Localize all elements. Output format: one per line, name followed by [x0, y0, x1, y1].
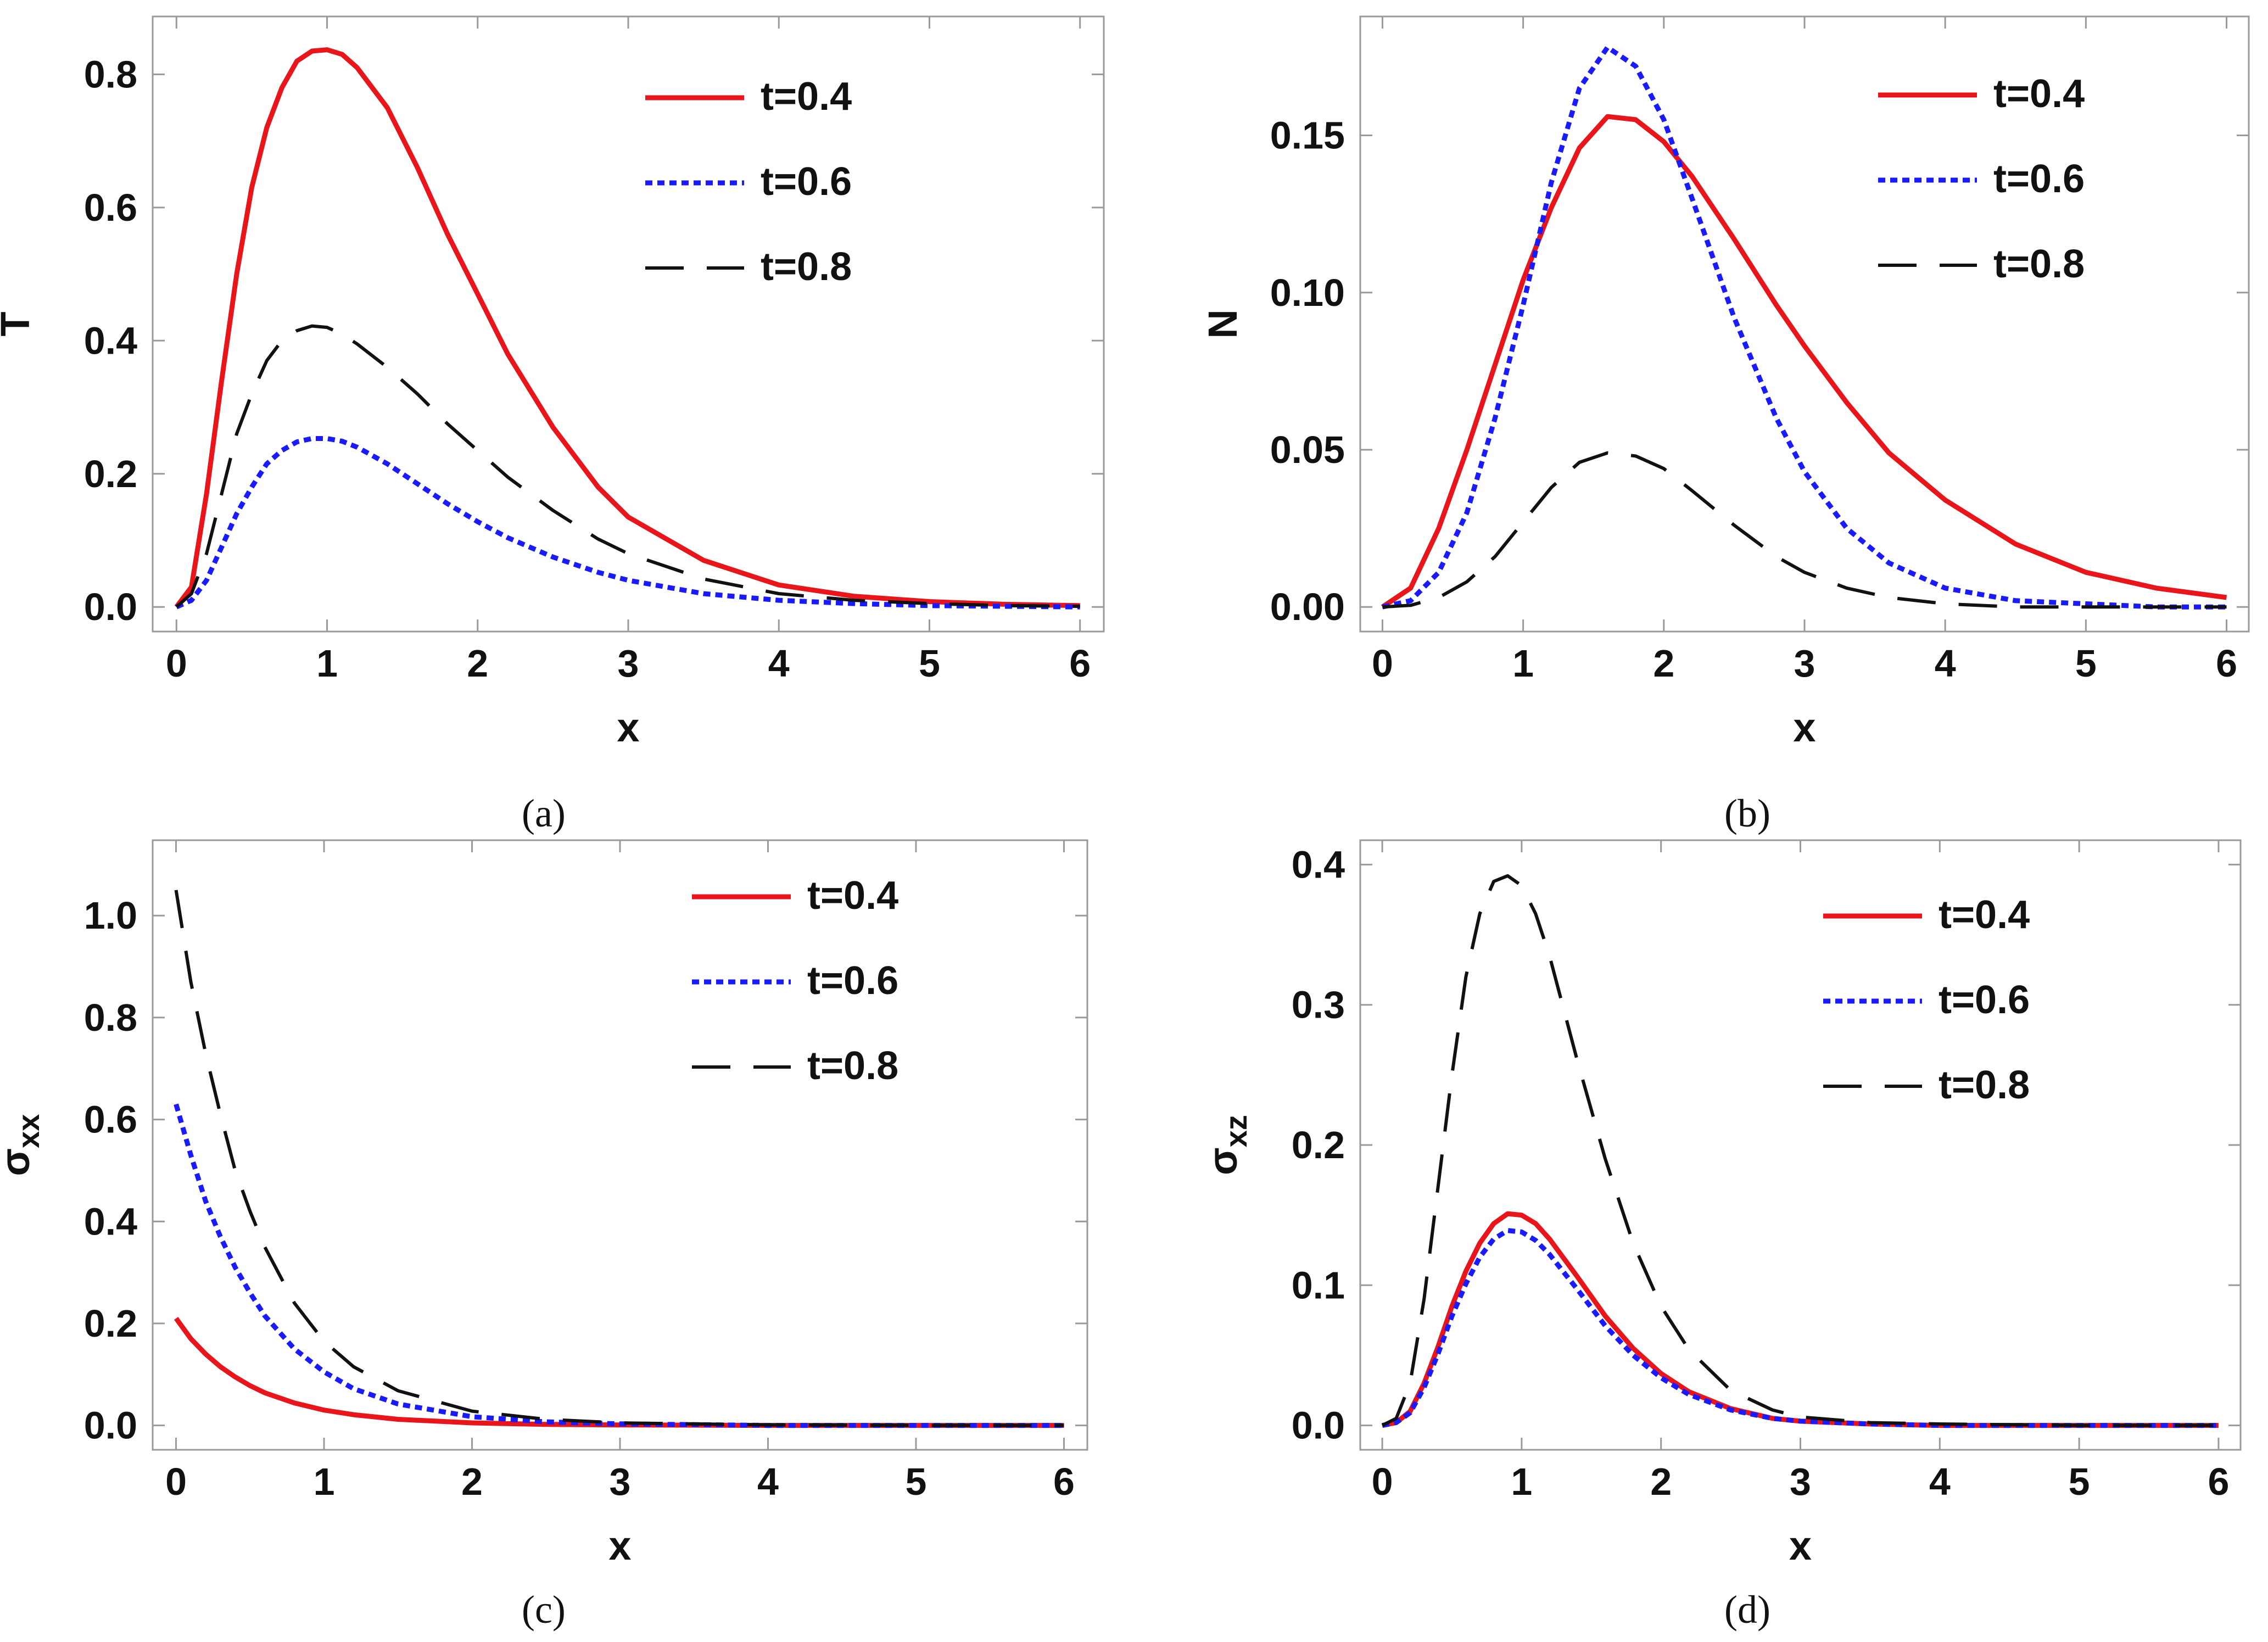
y-tick-label: 0.6 — [84, 186, 137, 229]
caption-c: (c) — [522, 1588, 566, 1632]
legend-label: t=0.8 — [1939, 1063, 2030, 1107]
series-line-t=0.4 — [1381, 114, 2227, 609]
x-tick-label: 5 — [919, 642, 940, 685]
legend-label: t=0.4 — [761, 75, 852, 119]
x-tick-label: 4 — [1929, 1460, 1951, 1503]
x-tick-label: 6 — [2208, 1460, 2229, 1503]
x-tick-label: 4 — [757, 1460, 779, 1503]
plot-frame — [1359, 839, 2242, 1451]
x-tick-label: 3 — [1794, 642, 1815, 685]
series-line-t=0.6 — [1382, 44, 2227, 610]
x-tick-label: 0 — [1372, 642, 1393, 685]
x-tick-label: 3 — [618, 642, 639, 685]
x-tick-label: 4 — [768, 642, 790, 685]
y-tick-label: 0.0 — [84, 1404, 137, 1447]
y-tick-label: 0.6 — [84, 1098, 137, 1141]
series-line-t=0.6 — [1382, 1228, 2219, 1428]
x-tick-label: 3 — [610, 1460, 631, 1503]
x-tick-label: 0 — [1372, 1460, 1393, 1503]
y-axis-label: σxz — [1200, 1115, 1253, 1175]
series-line-t=0.4 — [174, 47, 1080, 608]
y-tick-label: 0.05 — [1270, 428, 1345, 471]
y-tick-label: 0.2 — [84, 453, 137, 495]
x-tick-label: 5 — [2075, 642, 2097, 685]
y-tick-label: 0.15 — [1270, 114, 1345, 157]
y-tick-label: 0.4 — [84, 319, 137, 362]
x-tick-label: 0 — [165, 1460, 187, 1503]
series-line-t=0.8 — [1382, 451, 2227, 609]
caption-a: (a) — [522, 791, 566, 835]
x-tick-label: 6 — [1069, 642, 1091, 685]
x-tick-label: 1 — [316, 642, 338, 685]
x-tick-label: 6 — [1053, 1460, 1075, 1503]
series-line-t=0.4 — [1382, 1211, 2219, 1428]
x-tick-label: 6 — [2216, 642, 2237, 685]
x-tick-label: 2 — [1653, 642, 1674, 685]
series-line-t=0.8 — [175, 324, 1080, 608]
x-axis-label: x — [608, 1523, 631, 1568]
series-line-t=0.6 — [175, 436, 1080, 610]
legend-label: t=0.6 — [1939, 978, 2030, 1022]
y-tick-label: 0.2 — [1292, 1124, 1345, 1166]
x-tick-label: 4 — [1935, 642, 1956, 685]
y-axis-label: T — [0, 311, 38, 336]
y-tick-label: 0.2 — [84, 1302, 137, 1345]
y-axis-label: N — [1200, 309, 1245, 338]
x-axis-label: x — [617, 705, 639, 750]
x-axis-label: x — [1793, 705, 1815, 750]
y-tick-label: 0.8 — [84, 996, 137, 1039]
x-tick-label: 1 — [1511, 1460, 1532, 1503]
y-tick-label: 0.00 — [1270, 585, 1345, 628]
caption-d: (d) — [1724, 1588, 1770, 1632]
y-tick-label: 0.8 — [84, 53, 137, 96]
y-tick-label: 1.0 — [84, 894, 137, 937]
y-axis-label-subscript: xx — [11, 1114, 46, 1148]
series-line-t=0.6 — [174, 1103, 1064, 1428]
x-tick-label: 2 — [461, 1460, 483, 1503]
series-line-t=0.8 — [1381, 874, 2219, 1427]
y-tick-label: 0.1 — [1292, 1264, 1345, 1306]
y-tick-label: 0.10 — [1270, 271, 1345, 314]
y-tick-label: 0.4 — [84, 1200, 137, 1243]
x-tick-label: 5 — [905, 1460, 926, 1503]
x-tick-label: 2 — [1650, 1460, 1672, 1503]
y-tick-label: 0.0 — [1292, 1404, 1345, 1447]
series-line-t=0.8 — [174, 890, 1064, 1427]
y-axis-label-subscript: xz — [1219, 1115, 1253, 1147]
legend-label: t=0.6 — [761, 160, 852, 204]
y-tick-label: 0.3 — [1292, 984, 1345, 1026]
x-tick-label: 1 — [1512, 642, 1534, 685]
legend-label: t=0.4 — [1993, 72, 2085, 116]
x-tick-label: 0 — [166, 642, 187, 685]
legend-label: t=0.6 — [807, 959, 898, 1003]
legend-label: t=0.4 — [1939, 893, 2030, 937]
legend-label: t=0.6 — [1993, 157, 2085, 201]
legend-label: t=0.4 — [807, 874, 898, 918]
legend-label: t=0.8 — [761, 245, 852, 289]
legend-label: t=0.8 — [807, 1044, 898, 1088]
x-axis-label: x — [1789, 1523, 1812, 1568]
x-tick-label: 2 — [467, 642, 488, 685]
y-tick-label: 0.4 — [1292, 843, 1345, 886]
caption-b: (b) — [1724, 791, 1770, 835]
x-tick-label: 1 — [314, 1460, 335, 1503]
legend-label: t=0.8 — [1993, 242, 2085, 286]
x-tick-label: 3 — [1790, 1460, 1811, 1503]
x-tick-label: 5 — [2069, 1460, 2090, 1503]
y-tick-label: 0.0 — [84, 585, 137, 628]
